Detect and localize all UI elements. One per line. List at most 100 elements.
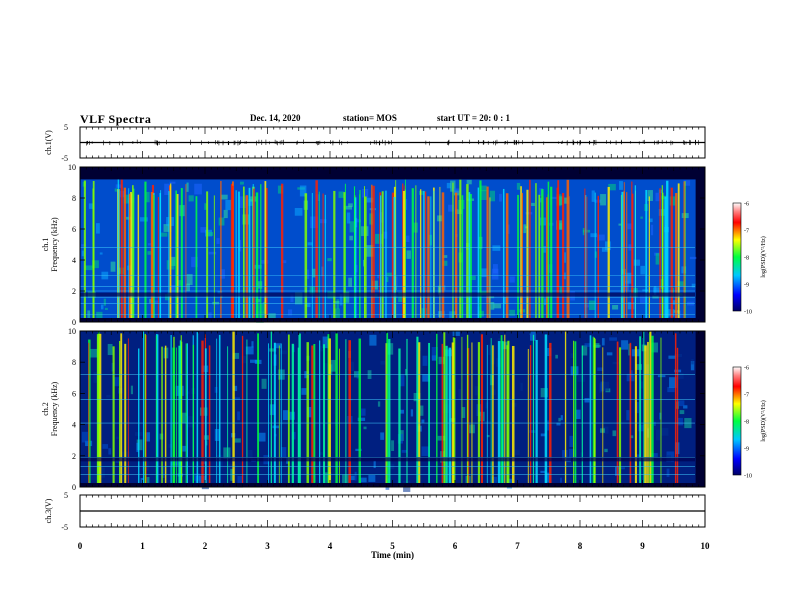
spectrogram-cell bbox=[319, 452, 323, 455]
sferic-streak bbox=[568, 196, 570, 318]
spectrogram-cell bbox=[559, 477, 563, 483]
spectrogram-cell bbox=[96, 311, 103, 322]
spectrogram-cell bbox=[361, 408, 366, 416]
spectrogram-cell bbox=[208, 251, 217, 255]
spectrogram-cell bbox=[256, 303, 264, 313]
spectrogram-cell bbox=[618, 223, 622, 226]
spectrogram-cell bbox=[168, 444, 172, 448]
spectrogram-cell bbox=[81, 250, 85, 257]
sferic-streak bbox=[393, 197, 396, 318]
sferic-streak bbox=[486, 344, 488, 483]
sferic-streak bbox=[372, 185, 375, 318]
spectrogram-cell bbox=[140, 477, 144, 485]
spectrogram-cell bbox=[498, 338, 504, 344]
spectrogram-cell bbox=[146, 191, 150, 203]
spectrogram-cell bbox=[171, 460, 179, 466]
sferic-streak bbox=[353, 186, 356, 318]
sferic-streak bbox=[311, 193, 313, 318]
spectrogram-cell bbox=[401, 449, 408, 453]
spectrogram-cell bbox=[123, 194, 130, 204]
spectrogram-cell bbox=[87, 310, 91, 320]
spectrogram-cell bbox=[279, 350, 287, 355]
spectrogram-cell bbox=[438, 356, 445, 365]
sferic-streak bbox=[231, 185, 234, 318]
sferic-streak bbox=[175, 194, 179, 318]
sferic-streak bbox=[304, 193, 308, 318]
spectrogram-cell bbox=[281, 447, 287, 459]
sferic-streak bbox=[490, 338, 492, 483]
sferic-streak bbox=[477, 342, 481, 483]
sferic-streak bbox=[631, 181, 633, 318]
sferic-streak bbox=[415, 185, 417, 318]
spectrogram-cell bbox=[330, 359, 336, 372]
sferic-streak bbox=[150, 192, 154, 318]
sferic-streak bbox=[441, 343, 443, 483]
spectrogram-cell bbox=[499, 193, 502, 202]
spectrogram-cell bbox=[630, 435, 634, 439]
sferic-streak bbox=[683, 181, 685, 318]
spectrogram-cell bbox=[113, 377, 122, 387]
spectrogram-cell bbox=[307, 242, 313, 246]
spectrogram-cell bbox=[570, 353, 575, 358]
spectrogram-cell bbox=[649, 453, 658, 458]
spectrogram-cell bbox=[375, 233, 383, 244]
sferic-streak bbox=[201, 340, 204, 483]
spectrogram-cell bbox=[145, 477, 150, 485]
sferic-streak bbox=[324, 194, 326, 318]
spectrogram-cell bbox=[555, 354, 558, 359]
sferic-streak bbox=[645, 189, 648, 318]
spectrogram-cell bbox=[627, 302, 635, 310]
sferic-streak bbox=[220, 180, 222, 318]
spectrogram-cell bbox=[239, 239, 242, 252]
sferic-streak bbox=[593, 338, 596, 483]
sferic-streak bbox=[348, 340, 352, 483]
spectrogram-cell bbox=[114, 188, 118, 192]
sferic-streak bbox=[168, 191, 170, 318]
spectrogram-cell bbox=[529, 430, 536, 433]
spectrogram-cell bbox=[669, 377, 677, 388]
spectrogram-cell bbox=[479, 185, 487, 192]
spectrogram-cell bbox=[639, 381, 644, 389]
sferic-streak bbox=[623, 182, 625, 318]
sferic-streak bbox=[430, 196, 432, 318]
colorbar bbox=[732, 366, 742, 476]
spectrogram-cell bbox=[659, 279, 664, 289]
spectrogram-cell bbox=[108, 448, 112, 455]
spectrogram-cell bbox=[591, 190, 595, 202]
spectrogram-cell bbox=[419, 405, 424, 416]
line-panel-ch3: 5 -5 ch.3(V) bbox=[44, 491, 705, 532]
spectrogram-cell bbox=[386, 272, 392, 277]
sferic-streak bbox=[265, 187, 268, 318]
spectrogram-cell bbox=[653, 287, 661, 293]
spectrogram-cell bbox=[677, 373, 684, 379]
colorbar-tick-label: -8 bbox=[744, 420, 749, 426]
sferic-streak bbox=[661, 192, 664, 318]
spectrogram-cell bbox=[689, 256, 697, 260]
spectrogram-cell bbox=[542, 246, 546, 253]
spectrogram-cell bbox=[657, 375, 666, 378]
sferic-streak bbox=[566, 179, 570, 318]
sferic-streak bbox=[186, 343, 188, 483]
sferic-streak bbox=[204, 348, 207, 483]
spectrogram-cell bbox=[383, 231, 388, 239]
sferic-streak bbox=[433, 190, 435, 318]
spectrogram-cell bbox=[348, 203, 353, 207]
y-tick-label: 10 bbox=[68, 163, 76, 172]
y-tick-label: 4 bbox=[72, 256, 76, 265]
spectrogram-cell bbox=[461, 407, 466, 418]
spectrogram-cell bbox=[683, 405, 688, 409]
spectrogram-cell bbox=[277, 185, 284, 194]
spectrogram-cell bbox=[516, 182, 521, 190]
sferic-streak bbox=[448, 347, 452, 483]
spectrogram-cell bbox=[575, 409, 581, 420]
sferic-streak bbox=[273, 342, 276, 483]
sferic-streak bbox=[674, 333, 677, 483]
sferic-streak bbox=[592, 336, 594, 483]
sferic-streak bbox=[649, 331, 652, 483]
spectrogram-cell bbox=[550, 196, 557, 200]
spectrogram-cell bbox=[368, 475, 376, 482]
sferic-streak bbox=[486, 186, 489, 318]
spectrogram-cell bbox=[354, 471, 357, 481]
spectrogram-cell bbox=[489, 190, 496, 202]
spectrogram-cell bbox=[581, 345, 588, 356]
